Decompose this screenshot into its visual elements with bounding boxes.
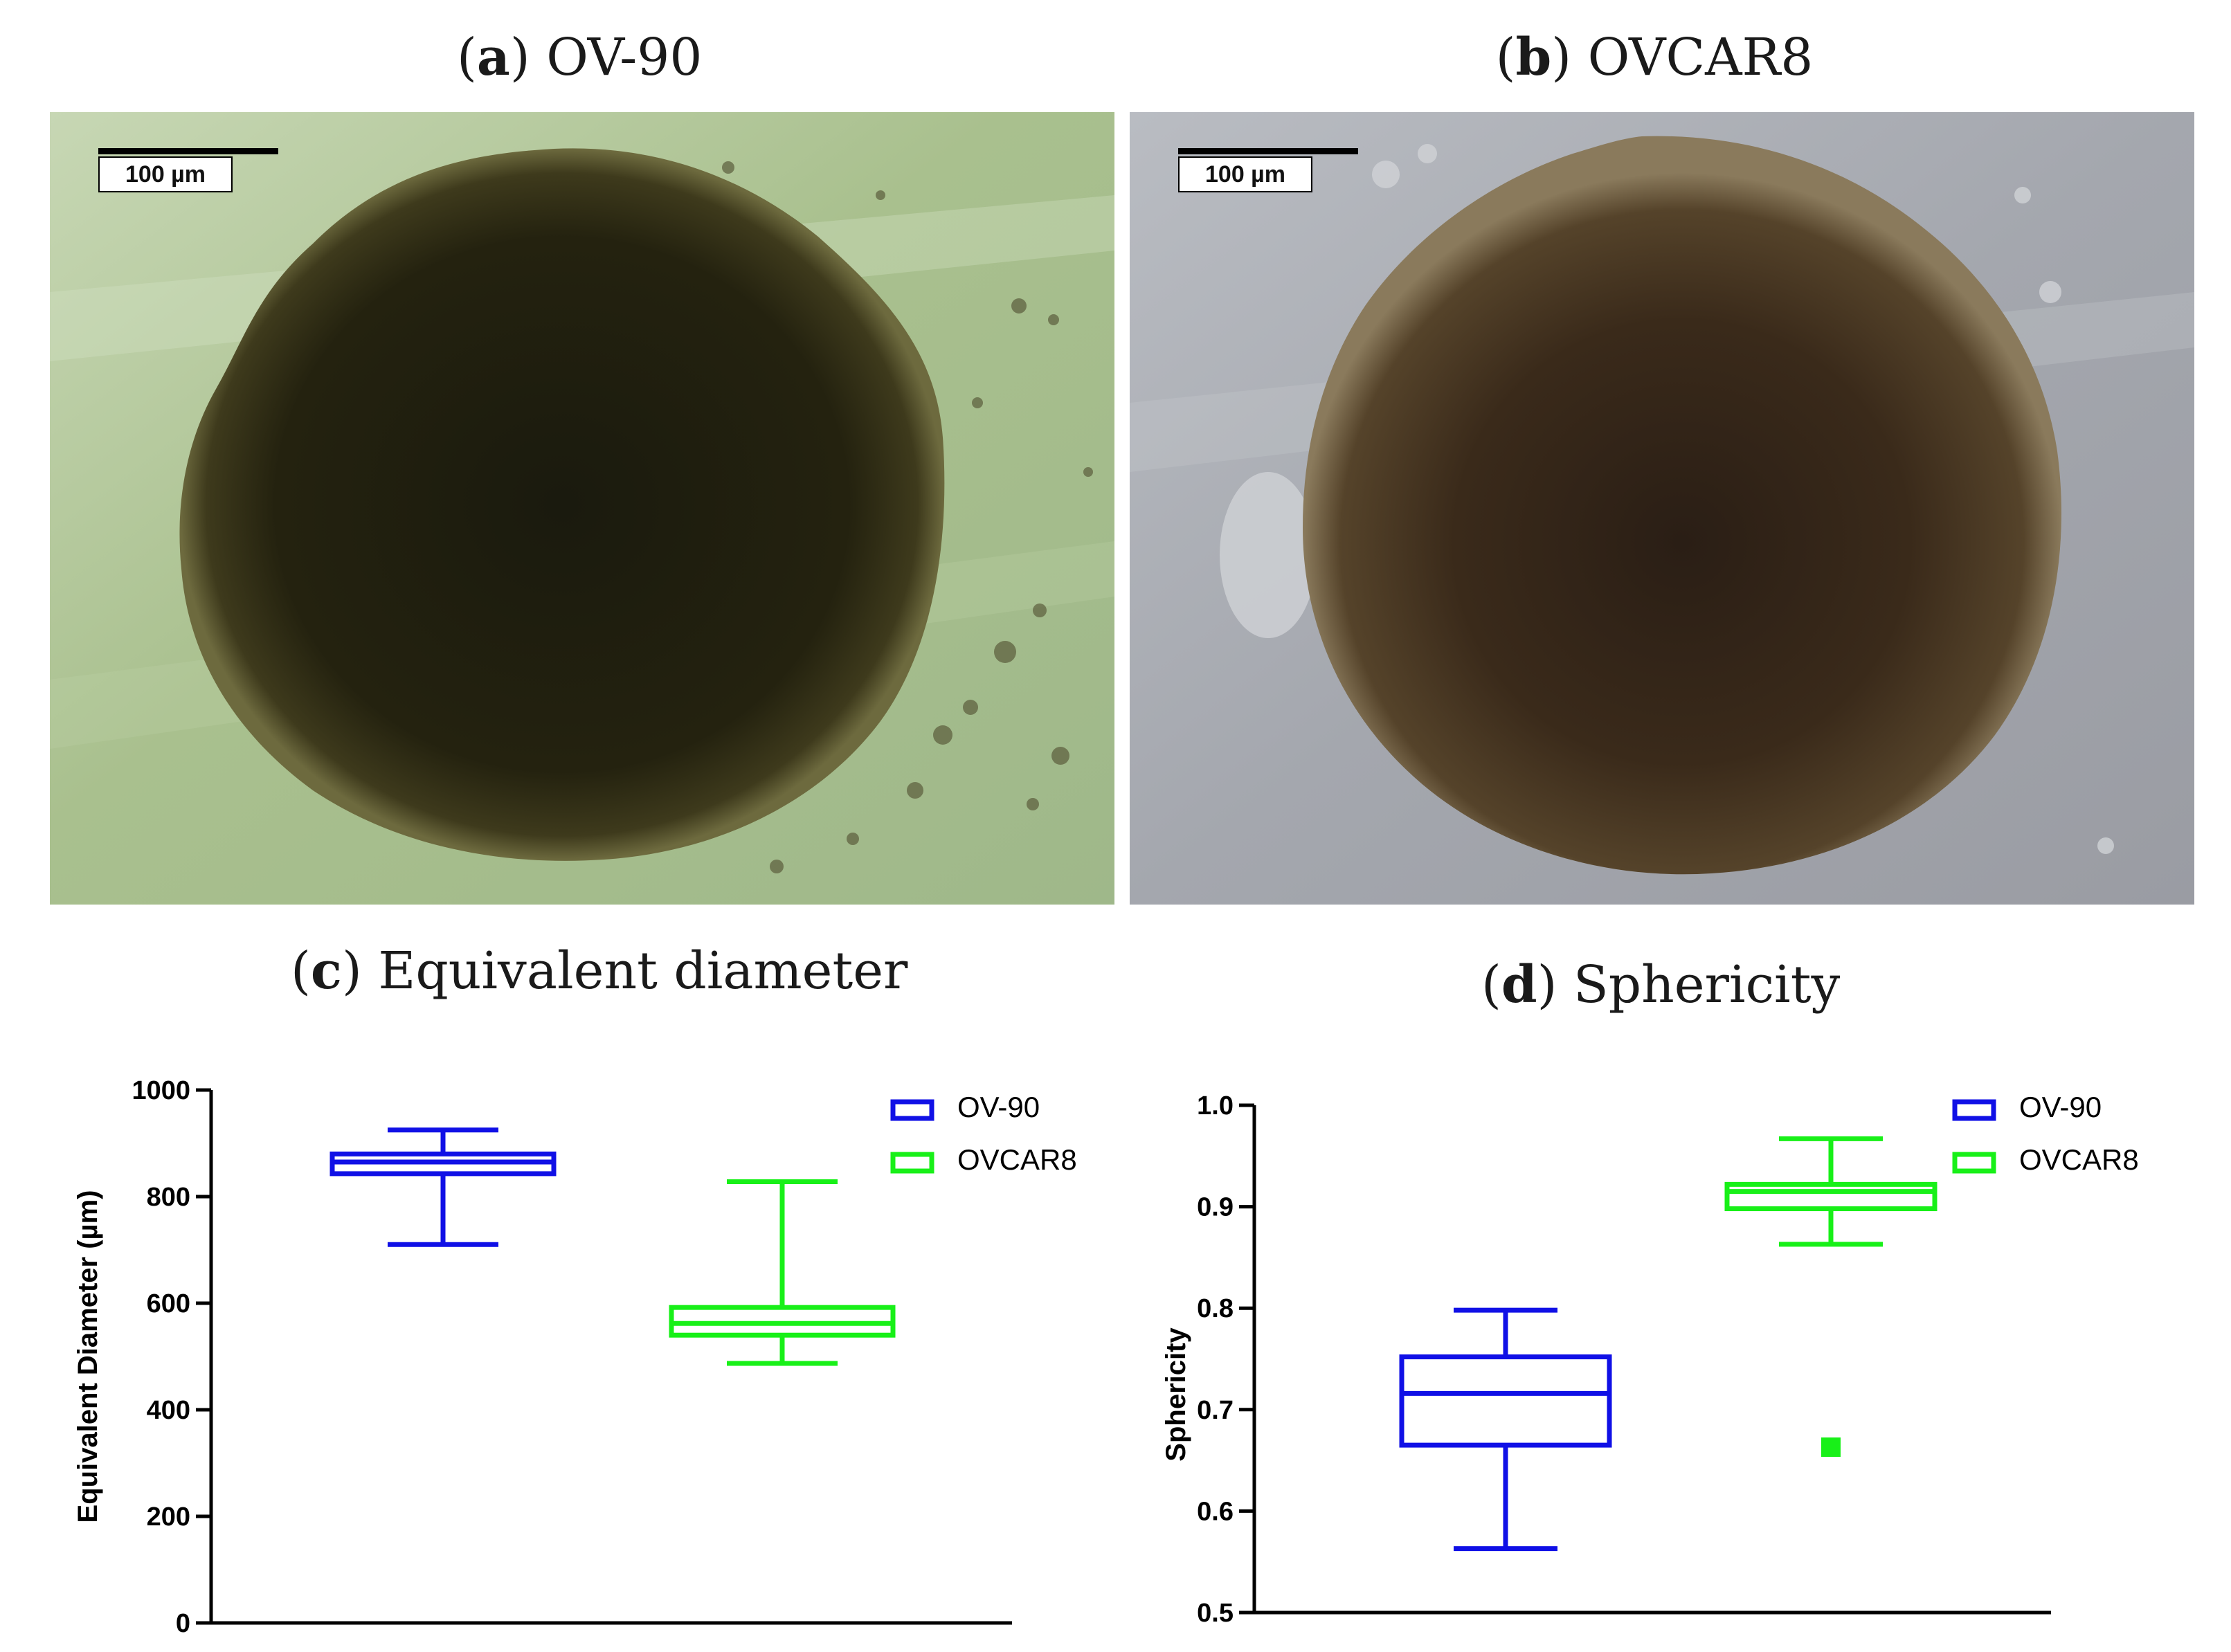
series-ovcar8-box — [1724, 1136, 1938, 1458]
chart-0-group: 0 200 400 600 800 1000 Equivalent Diameter (µm… — [73, 1076, 1077, 1638]
y-tick-label: 0.9 — [1197, 1193, 1234, 1222]
panel-d-title-text: Sphericity — [1573, 955, 1841, 1015]
y-tick-label: 1.0 — [1197, 1091, 1234, 1120]
legend-swatch — [1952, 1099, 1996, 1121]
panel-b-letter: b — [1515, 28, 1552, 87]
outlier-point — [1821, 1437, 1841, 1458]
chart-1-group: 0.5 0.6 0.7 0.8 0.9 1.0 Sphericity OV-90 OVCAR8 — [1161, 1091, 2139, 1628]
panel-d-title: (d) Sphericity — [1481, 955, 1841, 1015]
micrograph-ov90: 100 µm — [50, 112, 1114, 905]
legend-swatch — [1952, 1152, 1996, 1174]
y-tick-label: 600 — [147, 1289, 190, 1318]
series-ov-90-box — [329, 1127, 557, 1247]
micrograph-ovcar8-image — [1130, 112, 2194, 905]
legend-swatch — [890, 1152, 934, 1174]
panel-b-title-text: OVCAR8 — [1587, 28, 1814, 87]
panel-d-letter: d — [1501, 955, 1537, 1015]
y-axis-label: Sphericity — [1161, 1327, 1191, 1462]
y-tick-label: 1000 — [132, 1076, 190, 1105]
legend-swatch — [890, 1099, 934, 1121]
iqr-box — [1724, 1181, 1938, 1212]
micrograph-ovcar8: 100 µm — [1130, 112, 2194, 905]
series-ov-90-box — [1399, 1307, 1612, 1552]
panel-b-title: (b) OVCAR8 — [1495, 28, 1814, 87]
y-tick-label: 0.5 — [1197, 1599, 1234, 1628]
y-tick-label: 0.8 — [1197, 1294, 1234, 1323]
legend-label: OV-90 — [2019, 1091, 2102, 1123]
panel-a-title: (a) OV-90 — [457, 28, 703, 87]
scalebar-b-line — [1178, 148, 1358, 154]
legend-label: OVCAR8 — [2019, 1143, 2139, 1176]
series-ovcar8-box — [669, 1179, 896, 1366]
iqr-box — [1399, 1354, 1612, 1448]
panel-c-letter: c — [310, 941, 342, 1001]
panel-a-letter: a — [476, 28, 510, 87]
scalebar-a-line — [98, 148, 278, 154]
micrograph-ov90-image — [50, 112, 1114, 905]
legend-label: OVCAR8 — [957, 1143, 1077, 1176]
y-tick-label: 400 — [147, 1396, 190, 1425]
y-tick-label: 0.7 — [1197, 1396, 1234, 1425]
scalebar-b-label: 100 µm — [1178, 156, 1312, 192]
panel-c-title-text: Equivalent diameter — [378, 941, 908, 1001]
y-tick-label: 200 — [147, 1503, 190, 1532]
y-tick-label: 0 — [176, 1609, 190, 1638]
scalebar-a-label: 100 µm — [98, 156, 233, 192]
legend-label: OV-90 — [957, 1091, 1040, 1123]
y-tick-label: 0.6 — [1197, 1497, 1234, 1526]
panel-a-title-text: OV-90 — [546, 28, 703, 87]
y-tick-label: 800 — [147, 1183, 190, 1212]
panel-c-title: (c) Equivalent diameter — [291, 941, 908, 1001]
y-axis-label: Equivalent Diameter (µm) — [73, 1190, 103, 1523]
